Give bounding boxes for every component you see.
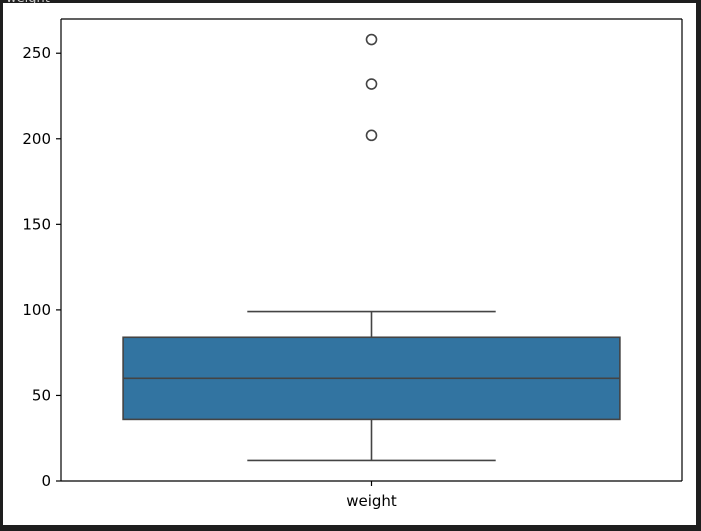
x-tick-label: weight [346,492,397,510]
y-tick-label: 100 [22,301,51,319]
outlier-point [365,129,378,142]
y-tick-label: 150 [22,215,51,233]
y-tick-label: 0 [41,472,51,490]
figure-background [3,3,696,525]
axes: 0 50 100 150 200 250 weight [22,18,683,510]
y-tick-label: 200 [22,130,51,148]
y-tick-label: 250 [22,44,51,62]
outlier-point [365,78,378,90]
y-tick-label: 50 [32,386,51,404]
outlier-point [365,33,378,46]
plot-area [122,33,621,462]
